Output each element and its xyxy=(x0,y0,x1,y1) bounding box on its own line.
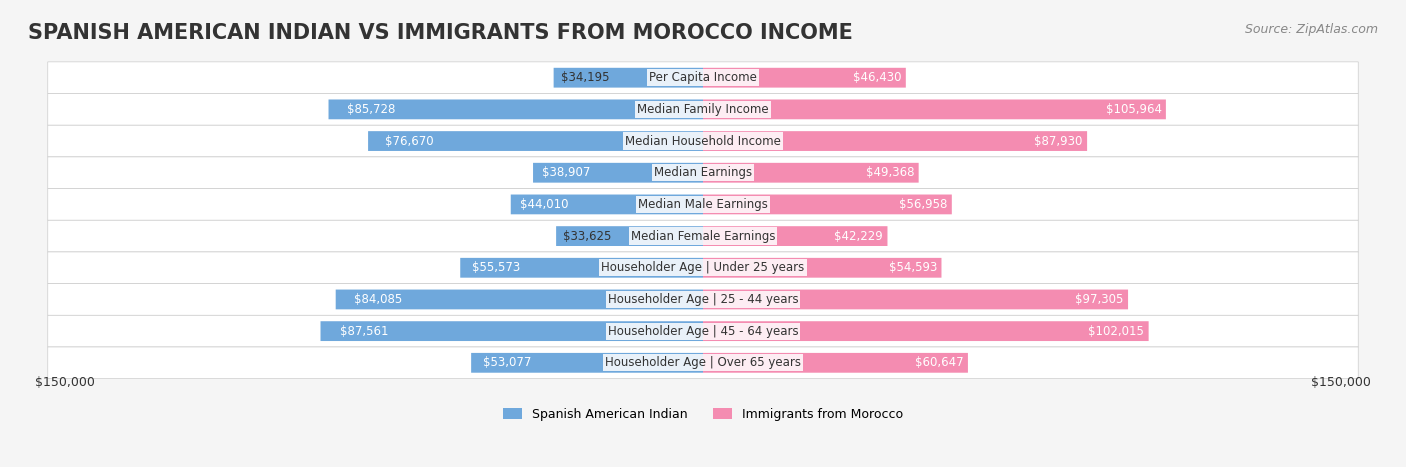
FancyBboxPatch shape xyxy=(703,163,918,183)
FancyBboxPatch shape xyxy=(48,125,1358,157)
Text: Householder Age | Under 25 years: Householder Age | Under 25 years xyxy=(602,261,804,274)
Text: $87,561: $87,561 xyxy=(340,325,388,338)
FancyBboxPatch shape xyxy=(329,99,703,119)
Text: Householder Age | 45 - 64 years: Householder Age | 45 - 64 years xyxy=(607,325,799,338)
Text: Householder Age | 25 - 44 years: Householder Age | 25 - 44 years xyxy=(607,293,799,306)
FancyBboxPatch shape xyxy=(48,347,1358,379)
FancyBboxPatch shape xyxy=(703,226,887,246)
Text: $34,195: $34,195 xyxy=(561,71,610,84)
FancyBboxPatch shape xyxy=(554,68,703,88)
Text: Median Household Income: Median Household Income xyxy=(626,134,780,148)
Text: Median Female Earnings: Median Female Earnings xyxy=(631,230,775,242)
Text: SPANISH AMERICAN INDIAN VS IMMIGRANTS FROM MOROCCO INCOME: SPANISH AMERICAN INDIAN VS IMMIGRANTS FR… xyxy=(28,23,853,43)
Text: $84,085: $84,085 xyxy=(354,293,402,306)
Text: $44,010: $44,010 xyxy=(520,198,569,211)
Text: $105,964: $105,964 xyxy=(1105,103,1161,116)
FancyBboxPatch shape xyxy=(48,252,1358,283)
Text: Per Capita Income: Per Capita Income xyxy=(650,71,756,84)
FancyBboxPatch shape xyxy=(368,131,703,151)
FancyBboxPatch shape xyxy=(471,353,703,373)
Text: Source: ZipAtlas.com: Source: ZipAtlas.com xyxy=(1244,23,1378,36)
Legend: Spanish American Indian, Immigrants from Morocco: Spanish American Indian, Immigrants from… xyxy=(498,403,908,425)
FancyBboxPatch shape xyxy=(703,131,1087,151)
Text: $38,907: $38,907 xyxy=(541,166,591,179)
FancyBboxPatch shape xyxy=(703,290,1128,309)
Text: $42,229: $42,229 xyxy=(834,230,883,242)
FancyBboxPatch shape xyxy=(703,195,952,214)
Text: $56,958: $56,958 xyxy=(898,198,948,211)
Text: $49,368: $49,368 xyxy=(866,166,914,179)
FancyBboxPatch shape xyxy=(48,189,1358,220)
Text: $33,625: $33,625 xyxy=(564,230,612,242)
FancyBboxPatch shape xyxy=(321,321,703,341)
FancyBboxPatch shape xyxy=(703,68,905,88)
FancyBboxPatch shape xyxy=(703,258,942,278)
Text: $55,573: $55,573 xyxy=(472,261,520,274)
FancyBboxPatch shape xyxy=(460,258,703,278)
Text: Median Earnings: Median Earnings xyxy=(654,166,752,179)
Text: $150,000: $150,000 xyxy=(35,376,94,389)
Text: $150,000: $150,000 xyxy=(1312,376,1371,389)
FancyBboxPatch shape xyxy=(557,226,703,246)
Text: $102,015: $102,015 xyxy=(1088,325,1144,338)
FancyBboxPatch shape xyxy=(48,62,1358,93)
FancyBboxPatch shape xyxy=(48,220,1358,252)
FancyBboxPatch shape xyxy=(533,163,703,183)
FancyBboxPatch shape xyxy=(48,157,1358,189)
Text: Householder Age | Over 65 years: Householder Age | Over 65 years xyxy=(605,356,801,369)
Text: $97,305: $97,305 xyxy=(1076,293,1123,306)
FancyBboxPatch shape xyxy=(510,195,703,214)
FancyBboxPatch shape xyxy=(48,315,1358,347)
Text: $53,077: $53,077 xyxy=(482,356,531,369)
Text: $46,430: $46,430 xyxy=(853,71,901,84)
FancyBboxPatch shape xyxy=(703,99,1166,119)
Text: $76,670: $76,670 xyxy=(385,134,433,148)
FancyBboxPatch shape xyxy=(703,321,1149,341)
Text: $87,930: $87,930 xyxy=(1035,134,1083,148)
FancyBboxPatch shape xyxy=(703,353,967,373)
Text: $85,728: $85,728 xyxy=(347,103,395,116)
FancyBboxPatch shape xyxy=(48,283,1358,315)
Text: $54,593: $54,593 xyxy=(889,261,938,274)
FancyBboxPatch shape xyxy=(336,290,703,309)
Text: Median Family Income: Median Family Income xyxy=(637,103,769,116)
Text: $60,647: $60,647 xyxy=(915,356,963,369)
FancyBboxPatch shape xyxy=(48,93,1358,125)
Text: Median Male Earnings: Median Male Earnings xyxy=(638,198,768,211)
